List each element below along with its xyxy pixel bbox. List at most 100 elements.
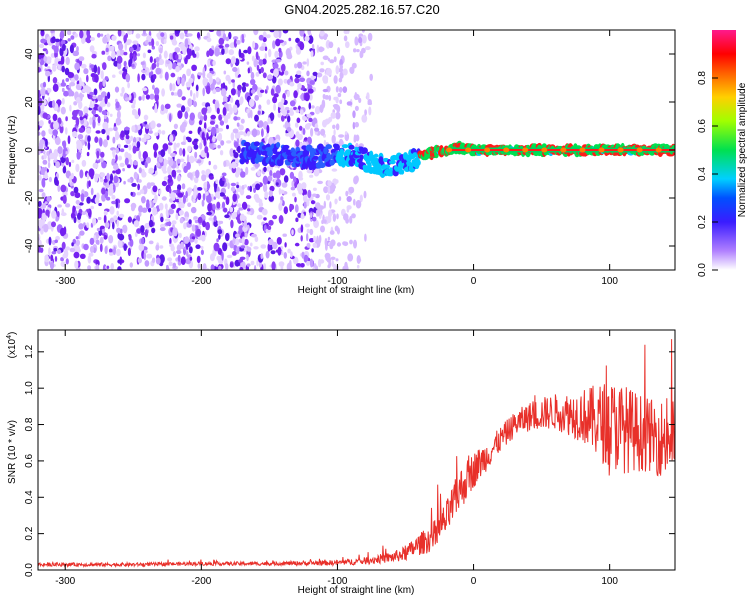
spectrogram-cell [113,126,118,131]
spectrogram-cell [43,150,46,155]
spectrogram-cell [115,117,122,126]
spectrogram-cell [74,33,78,38]
spectrogram-cell [315,108,319,114]
spectrogram-cell [102,78,106,87]
spectrogram-cell [272,214,278,220]
spectrogram-cell [131,63,135,68]
spectrogram-cell [144,67,150,76]
spectrogram-cell [186,68,192,77]
spectrogram-cell [90,198,96,203]
spectrogram-cell [202,70,206,79]
spectrogram-cell [39,43,45,49]
spectrogram-cell [208,160,211,166]
spectrogram-cell [168,142,173,146]
spectrogram-cell [247,208,251,212]
spectrogram-cell [248,98,255,108]
spectrogram-cell [213,144,217,148]
spectrogram-cell [52,100,56,108]
spectrogram-cell [127,178,132,183]
spectrogram-cell [264,190,269,199]
spectrogram-cell [176,103,182,108]
spectrogram-cell [243,49,249,54]
spectrogram-cell [86,209,90,213]
spectrogram-cell [108,248,113,253]
spectrogram-cell [331,134,336,144]
spectrogram-cell [319,68,325,73]
spectrogram-cell [229,148,234,157]
spectrogram-cell [246,254,249,262]
spectrogram-cell [43,153,47,160]
spectrogram-cell [65,157,69,166]
spectrogram-cell [230,186,236,192]
spectrogram-cell [42,174,49,179]
spectrogram-cell [137,257,142,264]
spectrogram-cell [330,112,337,119]
spectrogram-cell [104,245,108,255]
spectrogram-cell [202,193,206,201]
spectrogram-cell [109,173,114,182]
spectrogram-cell [88,168,95,178]
spectrogram-cell [89,64,95,69]
spectrogram-cell [158,58,165,66]
spectrogram-cell [207,203,212,212]
spectrogram-cell [225,196,230,205]
spectrogram-cell [205,191,209,196]
spectrogram-cell [164,103,171,110]
spectrogram-cell [257,170,261,177]
spectrogram-cell [120,228,123,235]
spectrogram-cell [285,48,292,57]
spectrogram-cell [294,196,297,203]
spectrogram-cell [51,221,56,228]
spectrogram-cell [87,141,91,151]
spectrogram-cell [238,48,242,58]
spectrogram-cell [192,92,196,102]
colorbar-ticks: 0.0 0.2 0.4 0.6 0.8 [697,71,718,277]
spectrogram-cell [218,37,225,46]
y-tick-label: 0.4 [24,490,35,504]
spectrogram-cell [308,117,313,123]
spectrogram-cell [177,192,184,198]
spectrogram-cell [194,238,198,244]
spectrogram-cell [272,241,278,250]
ridge-cell [279,158,284,166]
spectrogram-cell [311,248,314,253]
spectrogram-cell [328,95,332,101]
spectrogram-cell [323,186,329,194]
spectrogram-cell [111,50,116,60]
spectrogram-cell [197,216,203,224]
spectrogram-cell [246,61,250,65]
spectrogram-cell [195,244,201,249]
spectrogram-cell [260,244,267,249]
spectrogram-cell [318,234,322,244]
spectrogram-cell [140,61,145,66]
spectrogram-cell [260,89,265,94]
spectrogram-cell [151,257,156,264]
ridge-cell [392,170,399,177]
ridge-cell [400,169,405,175]
spectrogram-cell [335,258,339,262]
spectrogram-cell [294,122,299,128]
colorbar-gradient [712,30,736,270]
spectrogram-cell [109,206,115,215]
spectrogram-cell [269,30,275,33]
spectrogram-cell [225,263,229,270]
spectrogram-cell [250,167,256,171]
spectrogram-cell [117,266,122,270]
spectrogram-cell [291,229,294,236]
spectrogram-cell [38,208,43,216]
spectrogram-cell [152,84,155,90]
spectrogram-cell [330,239,336,247]
spectrogram-cell [188,238,195,243]
spectrogram-cell [251,233,257,238]
spectrogram-cell [299,77,306,83]
spectrogram-cell [116,110,121,120]
spectrogram-cell [315,265,319,270]
spectrogram-cell [354,121,359,128]
spectrogram-cell [112,136,116,144]
spectrogram-cell [99,157,104,163]
spectrogram-cell [165,60,170,65]
spectrogram-cell [55,235,60,241]
spectrogram-cell [312,242,318,248]
spectrogram-cell [78,56,85,62]
spectrogram-cell [210,82,215,92]
